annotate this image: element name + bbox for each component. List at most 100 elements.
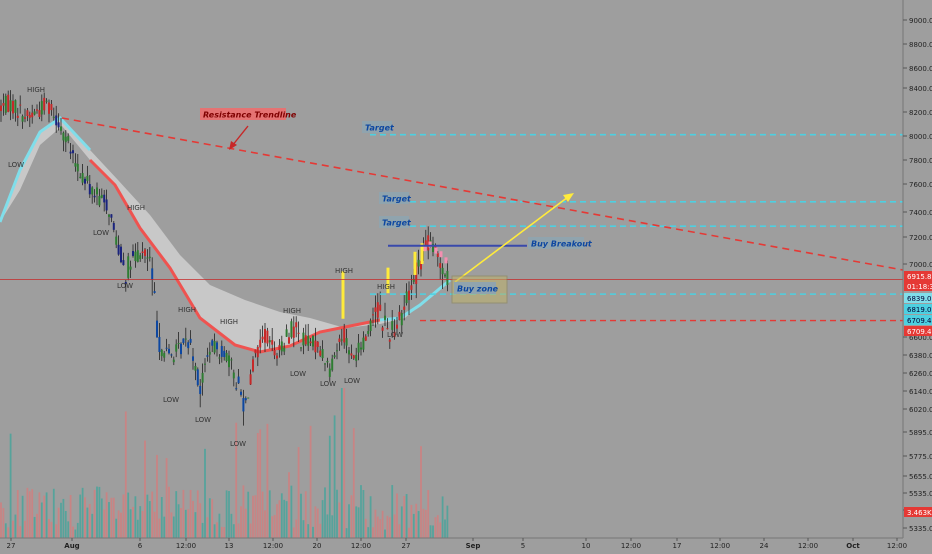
candle-body [180,343,182,355]
target-label-text: Target [382,195,412,204]
price-badge-text: 6709.4 [907,328,932,336]
candle-body [350,353,353,356]
candle [244,396,247,404]
volume-bar [115,518,118,538]
target-label: Target [379,216,412,228]
y-tick-label: 5655.0 [909,473,932,481]
volume-bar [285,501,288,538]
y-tick-label: 6140.0 [909,388,932,396]
candle-body [67,136,70,141]
candle-body [252,359,254,372]
volume-bar [434,517,437,538]
candle [288,332,290,344]
candle [388,338,391,349]
candle-body [170,354,173,356]
candle-body [388,339,391,342]
candle [69,143,72,160]
y-tick-label: 5895.0 [909,429,932,437]
candle-body [264,329,266,343]
candle-body [156,320,158,338]
volume-bar [76,522,79,538]
candle [304,324,307,347]
candle-body [247,397,250,399]
candle-body [45,100,48,102]
candle-body [151,268,154,280]
candle [182,338,185,345]
candle-body [369,320,372,332]
candle-body [348,350,350,355]
candle-body [218,357,221,359]
candle-body [124,281,127,284]
volume-bar [24,520,26,538]
volume-bar [393,514,396,538]
candle-body [302,332,305,346]
candle-body [12,100,14,114]
volume-bar [132,506,134,538]
candle [436,251,439,267]
candle-highlight [386,267,390,294]
volume-bar [105,492,108,538]
candle [96,182,98,206]
candle [122,252,125,266]
candle [362,331,365,353]
price-badge-text: 01:18:38 [907,283,932,291]
high-label: HIGH [127,204,145,212]
low-label: LOW [195,416,211,424]
candle-body [256,346,259,358]
candle [213,333,216,355]
candle-body [316,341,319,347]
candle-body [396,324,398,329]
candle [340,328,343,346]
candle-body [184,338,187,340]
volume-bar [117,510,120,538]
volume-bar [410,504,413,538]
candle [24,108,26,123]
candle-body [98,196,101,206]
resistance-arrow [231,125,249,147]
price-badge-bg [904,326,932,336]
candle-body [379,304,382,311]
y-tick-label: 7200.0 [909,234,932,242]
volume-bar [439,522,442,538]
volume-bar [398,524,401,538]
volume-bar [146,494,149,538]
ribbon-edge-red [88,158,381,354]
candle [408,281,410,316]
x-tick-label: 17 [673,542,682,550]
volume-bar [144,440,146,538]
candle-body [314,340,317,353]
volume-bar [45,492,48,538]
candle [273,341,276,360]
candle [26,108,29,122]
volume-bar [2,507,5,538]
volume-bar [355,506,358,538]
candle [297,321,300,343]
candle-body [81,173,84,183]
volume-bar [21,495,24,538]
volume-bar [7,527,10,538]
candle [307,323,310,351]
candle-body [249,374,252,385]
candle-body [338,338,341,342]
volume-bar [376,516,379,538]
volume-bar [163,516,166,538]
candle-body [14,100,17,113]
candle [278,339,281,358]
candle-body [136,250,139,262]
volume-bar [31,489,34,538]
candle [264,323,266,352]
volume-bar [300,493,302,538]
volume-bar [316,508,319,538]
price-badge: 6839.0 [904,293,932,303]
price-badge-bg [904,304,932,314]
candle-body [228,355,230,368]
candle [158,323,161,360]
volume-bar [237,523,240,538]
x-tick-label: 27 [402,542,411,550]
volume-bar [352,428,355,538]
volume-bar [304,491,307,538]
candle-body [439,263,442,268]
high-label: HIGH [335,267,353,275]
candle-body [76,163,79,172]
candle [374,295,377,328]
